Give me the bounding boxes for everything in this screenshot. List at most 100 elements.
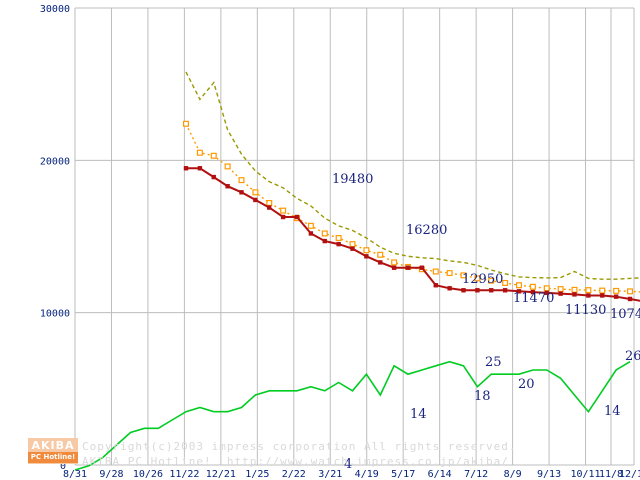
marker-average-price [196,149,203,156]
marker-lowest-price [239,190,244,195]
marker-lowest-price [489,288,494,293]
marker-average-price [488,277,495,284]
marker-lowest-price [322,238,327,244]
x-tick-label: 9/13 [537,469,561,480]
y-tick-label: 0 [60,461,66,472]
marker-lowest-price [197,166,203,171]
shop-count-value-label: 18 [474,389,491,404]
x-tick-label: 10/26 [133,469,163,480]
shop-count-value-label: 26 [625,349,640,364]
marker-average-price [252,189,259,196]
marker-average-price [502,279,509,286]
x-tick-label: 12/21 [206,469,236,480]
marker-lowest-price [225,184,230,189]
marker-lowest-price [461,288,466,293]
marker-average-price [474,275,481,282]
marker-average-price [543,285,550,292]
marker-average-price [280,207,287,214]
price-value-label: 12950 [462,272,503,287]
marker-lowest-price [502,288,508,293]
data-series-group [183,71,640,302]
shop-count-value-label: 4 [344,457,352,472]
marker-lowest-price [627,296,633,302]
y-axis-tick-labels: 0 10000 20000 30000 [40,4,70,472]
marker-average-price [557,286,564,293]
series-line-lowest-price [186,167,640,302]
x-tick-label: 5/17 [391,469,415,480]
marker-lowest-price [586,293,591,298]
grid-lines [74,7,635,466]
marker-lowest-price [391,265,397,270]
marker-lowest-price [475,288,480,293]
marker-lowest-price [280,214,286,220]
marker-average-price [224,163,231,170]
marker-average-price [307,222,314,229]
marker-lowest-price [308,231,314,236]
marker-average-price [377,251,384,258]
marker-average-price [446,270,453,277]
x-tick-label: 4/19 [355,469,379,480]
shop-count-value-label: 20 [518,377,535,392]
marker-average-price [349,241,356,248]
x-tick-label: 9/28 [99,469,123,480]
shop-count-value-label: 25 [485,355,502,370]
marker-lowest-price [419,265,425,270]
marker-average-price [515,282,522,289]
marker-average-price [626,288,633,295]
x-tick-label: 7/12 [464,469,488,480]
marker-average-price [266,199,273,206]
marker-average-price [210,152,217,159]
price-value-label: 10740 [610,307,640,322]
marker-average-price [599,287,606,294]
x-tick-label: 11/22 [169,469,199,480]
x-tick-label: 10/11 [570,469,600,480]
copyright-line-1: Copyright(c)2003 impress corporation All… [82,440,517,453]
marker-lowest-price [378,260,383,265]
marker-average-price [321,230,328,237]
marker-average-price [238,177,245,184]
marker-lowest-price [253,197,258,203]
marker-lowest-price [558,291,563,296]
marker-lowest-price [516,289,522,294]
x-tick-label: 12/15 [619,469,640,480]
series-line-average-price [185,123,640,293]
marker-average-price [585,287,592,294]
y-tick-label: 20000 [40,156,70,167]
y-tick-label: 10000 [40,309,70,320]
marker-lowest-price [364,254,369,259]
series-line-highest-price [185,71,640,280]
marker-average-price [529,283,536,290]
marker-average-price [460,272,467,279]
marker-average-price [571,286,578,293]
marker-lowest-price [433,283,438,288]
shop-count-line [74,360,631,471]
marker-lowest-price [294,214,300,220]
marker-lowest-price [405,265,411,270]
x-axis-tick-labels: 8/31 9/28 10/26 11/22 12/21 1/25 2/22 3/21 4/19 5… [63,469,640,480]
marker-lowest-price [530,289,536,295]
x-tick-label: 3/21 [318,469,342,480]
shop-count-value-label: 14 [604,404,621,419]
x-tick-label: 8/9 [504,469,522,480]
price-value-label: 11470 [513,291,554,306]
y-tick-label: 30000 [40,4,70,15]
shop-count-series [74,360,631,471]
shop-count-data-labels: 4 14 18 25 20 14 26 [344,349,640,472]
marker-average-price [335,235,342,242]
marker-lowest-price [600,293,605,298]
marker-lowest-price [211,174,216,180]
marker-lowest-price [350,246,355,251]
marker-lowest-price [544,290,549,296]
price-value-label: 11130 [565,303,606,318]
price-data-labels: 19480 16280 12950 11470 11130 10740 [332,172,640,322]
marker-lowest-price [572,292,577,297]
x-tick-label: 1/25 [245,469,269,480]
akiba-logo-title: AKIBA [31,439,75,452]
marker-lowest-price [447,286,452,291]
marker-average-price [363,247,370,254]
price-value-label: 16280 [406,223,447,238]
marker-average-price [183,120,190,127]
